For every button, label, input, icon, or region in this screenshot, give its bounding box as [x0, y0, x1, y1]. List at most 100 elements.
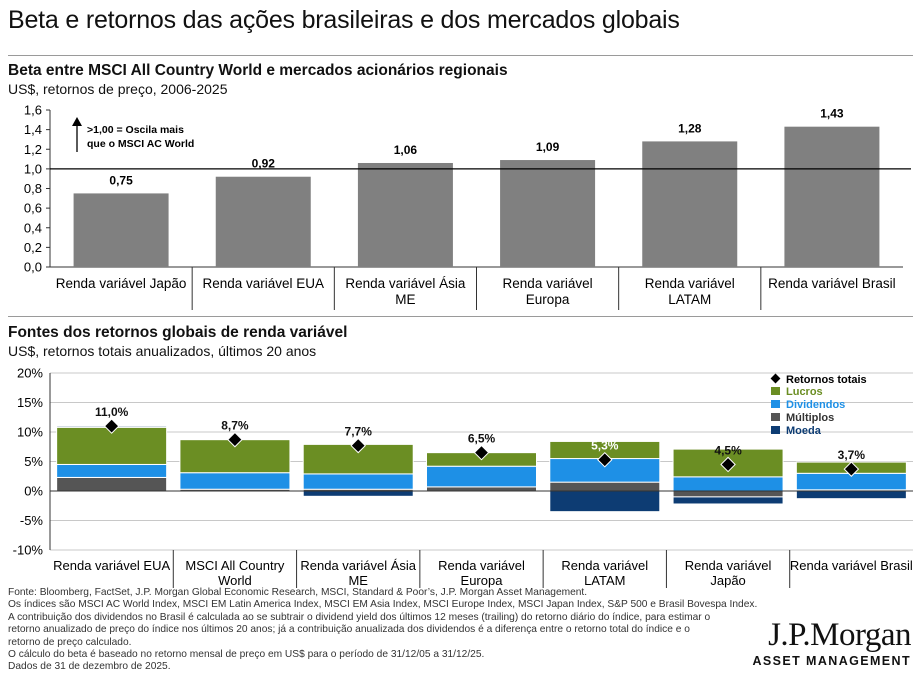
category-label: World: [218, 573, 252, 588]
category-label: ME: [348, 573, 368, 588]
y-tick-label: -10%: [13, 543, 44, 558]
annotation-text: >1,00 = Oscila mais: [87, 124, 184, 136]
category-label: LATAM: [584, 573, 625, 588]
total-label: 5,3%: [591, 439, 619, 453]
total-label: 7,7%: [345, 425, 373, 439]
total-marker: [227, 431, 243, 448]
total-marker: [843, 461, 860, 477]
total-label: 3,7%: [838, 448, 866, 462]
legend-label: Dividendos: [786, 399, 845, 411]
footnote-line: Fonte: Bloomberg, FactSet, J.P. Morgan G…: [8, 587, 588, 598]
beta-bar: [500, 160, 596, 267]
beta-value-label: 1,06: [394, 143, 418, 157]
segment-dividendos: [179, 472, 291, 490]
category-label: Renda variável EUA: [202, 276, 324, 291]
y-tick-label: 0,0: [24, 260, 42, 275]
beta-value-label: 1,09: [536, 140, 560, 154]
total-marker: [597, 451, 613, 468]
category-label: Renda variável: [503, 276, 593, 291]
page-title: Beta e retornos das ações brasileiras e …: [8, 6, 680, 34]
beta-value-label: 0,92: [252, 157, 276, 171]
legend-label: Lucros: [786, 386, 823, 398]
total-label: 4,5%: [714, 443, 742, 457]
logo-name: J.P.Morgan: [768, 617, 911, 653]
y-tick-label: 1,4: [24, 122, 42, 137]
footnotes: Fonte: Bloomberg, FactSet, J.P. Morgan G…: [8, 587, 768, 674]
category-label: Renda variável EUA: [53, 558, 170, 573]
legend-swatch: [771, 426, 780, 434]
beta-value-label: 1,28: [678, 121, 702, 135]
beta-chart-title: Beta entre MSCI All Country World e merc…: [8, 62, 508, 79]
legend-label: Retornos totais: [786, 374, 867, 386]
y-tick-label: 5%: [24, 454, 43, 469]
y-tick-label: 0,8: [24, 181, 42, 196]
section-divider: [8, 316, 913, 317]
total-label: 11,0%: [95, 405, 129, 419]
y-tick-label: 0%: [24, 484, 43, 499]
category-label: Renda variável Ásia: [345, 276, 466, 291]
total-marker: [103, 418, 120, 434]
y-tick-label: 0,4: [24, 220, 42, 235]
segment-múltiplos: [56, 476, 168, 492]
total-label: 6,5%: [468, 432, 496, 446]
total-marker: [473, 444, 490, 461]
footnote-line: Dados de 31 de dezembro de 2025.: [8, 661, 171, 673]
title-divider: [8, 55, 913, 56]
legend-label: Múltiplos: [786, 412, 834, 424]
segment-dividendos: [672, 476, 784, 492]
y-tick-label: 15%: [17, 395, 43, 410]
returns-chart: -10% -5% 0% 5% 10% 15% 20% 11,0% Renda variável …: [13, 366, 913, 588]
beta-bar: [73, 193, 169, 267]
footnote-line: O cálculo do beta é baseado no retorno m…: [8, 649, 485, 661]
total-label: 8,7%: [221, 419, 249, 433]
y-tick-label: -5%: [20, 513, 44, 528]
beta-chart-subtitle: US$, retornos de preço, 2006-2025: [8, 81, 228, 97]
y-tick-label: 0,6: [24, 201, 42, 216]
beta-value-label: 1,43: [820, 107, 844, 121]
y-tick-label: 1,0: [24, 161, 42, 176]
y-tick-label: 20%: [17, 366, 43, 381]
beta-bar: [784, 126, 880, 268]
annotation-text: que o MSCI AC World: [87, 138, 194, 150]
footnote-line: retorno anualizado de preço do índice no…: [8, 624, 690, 636]
beta-bar: [642, 141, 738, 267]
y-tick-label: 1,6: [24, 103, 42, 118]
category-label: Japão: [710, 573, 745, 588]
y-tick-label: 0,2: [24, 240, 42, 255]
category-label: Europa: [526, 292, 570, 307]
category-label: MSCI All Country: [185, 558, 284, 573]
category-label: Renda variável: [645, 276, 735, 291]
segment-múltiplos: [549, 481, 661, 492]
beta-value-label: 0,75: [109, 173, 133, 187]
segment-moeda: [549, 490, 661, 513]
beta-chart: 0,0 0,2 0,4 0,6 0,8 1,0 1,2 1,4 1,6 0,75 Renda var…: [24, 103, 911, 310]
category-label: LATAM: [668, 292, 711, 307]
logo-subtitle: ASSET MANAGEMENT: [752, 654, 911, 668]
footnote-line: A contribuição dos dividendos no Brasil …: [8, 611, 711, 623]
legend-label: Moeda: [786, 425, 822, 437]
category-label: Renda variável: [685, 558, 772, 573]
y-tick-label: 1,2: [24, 142, 42, 157]
legend-swatch: [771, 400, 780, 408]
returns-chart-subtitle: US$, retornos totais anualizados, último…: [8, 343, 317, 359]
segment-dividendos: [56, 463, 168, 478]
total-marker: [720, 456, 736, 473]
legend-total-marker: [770, 373, 781, 384]
segment-múltiplos: [426, 486, 537, 492]
category-label: Renda variável Brasil: [790, 558, 913, 573]
category-label: Renda variável: [561, 558, 648, 573]
category-label: Renda variável Japão: [56, 276, 187, 291]
segment-dividendos: [302, 473, 414, 490]
segment-múltiplos: [672, 490, 784, 498]
category-label: Renda variável: [438, 558, 525, 573]
y-tick-label: 10%: [17, 425, 43, 440]
segment-dividendos: [426, 465, 537, 488]
legend-swatch: [771, 413, 780, 421]
category-label: Renda variável Ásia: [300, 558, 416, 573]
footnote-line: retorno de preço calculado.: [8, 636, 132, 648]
footnote-line: Os índices são MSCI AC World Index, MSCI…: [8, 599, 758, 611]
category-label: ME: [395, 292, 415, 307]
annotation-arrowhead: [72, 117, 82, 126]
total-marker: [350, 437, 366, 454]
segment-moeda: [795, 490, 907, 500]
